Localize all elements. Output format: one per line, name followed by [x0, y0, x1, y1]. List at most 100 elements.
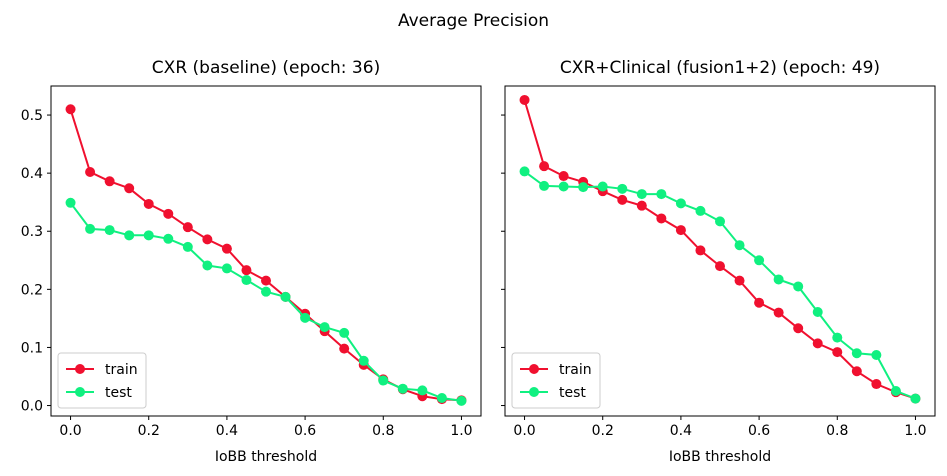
data-point-train [261, 275, 271, 286]
data-point-test [539, 180, 550, 191]
data-point-train [202, 234, 213, 245]
data-point-train [734, 275, 745, 286]
data-point-test [871, 349, 882, 360]
data-point-test [163, 233, 174, 244]
legend-marker-test [529, 387, 539, 397]
y-tick-label: 0.2 [21, 282, 43, 298]
data-point-train [241, 265, 252, 276]
x-tick-label: 0.8 [826, 423, 848, 439]
y-tick-label: 0.3 [21, 224, 43, 240]
data-point-test [851, 348, 862, 359]
x-tick-label: 0.6 [294, 423, 316, 439]
data-point-train [832, 347, 843, 358]
data-point-test [656, 189, 667, 200]
data-point-test [319, 322, 330, 333]
x-tick-label: 0.6 [748, 423, 770, 439]
legend-marker-train [75, 364, 85, 374]
data-point-test [695, 205, 706, 216]
x-axis-label: IoBB threshold [215, 449, 317, 465]
data-point-train [851, 366, 862, 377]
data-point-test [397, 383, 408, 394]
data-point-test [417, 385, 428, 396]
y-tick-label: 0.1 [21, 340, 43, 356]
data-point-test [65, 197, 76, 208]
data-point-test [261, 286, 271, 297]
data-point-train [65, 104, 76, 115]
data-point-test [456, 395, 467, 406]
data-point-train [871, 379, 882, 390]
data-point-test [280, 291, 291, 302]
legend-label-test: test [559, 385, 586, 401]
data-point-train [617, 194, 628, 205]
data-point-train [539, 161, 550, 172]
data-point-test [890, 386, 901, 397]
data-point-test [378, 375, 389, 386]
plot-frame [504, 85, 936, 417]
data-point-test [221, 263, 232, 274]
data-point-train [773, 307, 784, 318]
data-point-test [202, 260, 213, 271]
x-tick-label: 0.0 [513, 423, 535, 439]
data-point-train [675, 225, 686, 236]
data-point-train [143, 198, 154, 209]
data-point-test [675, 198, 686, 209]
data-point-test [773, 274, 784, 285]
data-point-test [812, 307, 823, 318]
data-point-test [793, 281, 804, 292]
y-tick-label: 0.5 [21, 108, 43, 124]
data-point-test [358, 355, 369, 366]
data-point-train [85, 166, 96, 177]
data-point-test [339, 327, 350, 338]
data-point-test [519, 166, 530, 177]
data-point-train [339, 343, 350, 354]
x-tick-label: 1.0 [904, 423, 926, 439]
x-tick-label: 0.0 [59, 423, 81, 439]
data-point-test [617, 183, 628, 194]
data-point-test [734, 240, 745, 251]
y-tick-label: 0.0 [21, 399, 43, 415]
data-point-train [124, 183, 135, 194]
data-point-train [695, 245, 706, 256]
data-point-test [597, 181, 608, 192]
data-point-train [715, 261, 725, 272]
legend-label-train: train [559, 362, 592, 378]
data-point-test [241, 275, 252, 286]
legend-label-train: train [105, 362, 138, 378]
data-point-train [104, 176, 115, 187]
data-point-train [221, 243, 232, 254]
data-point-test [436, 392, 447, 403]
x-axis-label: IoBB threshold [669, 449, 771, 465]
x-tick-label: 0.2 [138, 423, 160, 439]
data-point-train [793, 323, 804, 334]
data-point-test [300, 312, 311, 323]
legend-marker-train [529, 364, 539, 374]
chart-panel-baseline: CXR (baseline) (epoch: 36) IoBB threshol… [21, 58, 482, 465]
y-tick-label: 0.4 [21, 166, 43, 182]
x-tick-label: 0.4 [670, 423, 692, 439]
data-point-test [143, 230, 154, 241]
data-point-test [182, 241, 193, 252]
data-point-test [104, 225, 115, 236]
data-point-test [578, 182, 589, 193]
plot-frame [50, 85, 482, 417]
chart-panel-fusion: CXR+Clinical (fusion1+2) (epoch: 49) IoB… [501, 58, 936, 465]
data-point-train [656, 213, 667, 224]
data-point-train [182, 222, 193, 233]
chart-title: CXR+Clinical (fusion1+2) (epoch: 49) [560, 58, 880, 78]
x-tick-label: 0.4 [216, 423, 238, 439]
data-point-test [754, 255, 765, 266]
data-point-train [519, 94, 530, 105]
x-tick-label: 1.0 [450, 423, 472, 439]
legend-label-test: test [105, 385, 132, 401]
data-point-test [636, 189, 647, 200]
data-point-train [754, 297, 765, 308]
legend-marker-test [75, 387, 85, 397]
data-point-train [812, 338, 823, 349]
data-point-train [558, 171, 569, 182]
data-point-test [85, 223, 96, 234]
data-point-test [832, 332, 843, 343]
data-point-train [163, 208, 174, 219]
data-point-test [715, 216, 725, 227]
data-point-test [124, 230, 135, 241]
